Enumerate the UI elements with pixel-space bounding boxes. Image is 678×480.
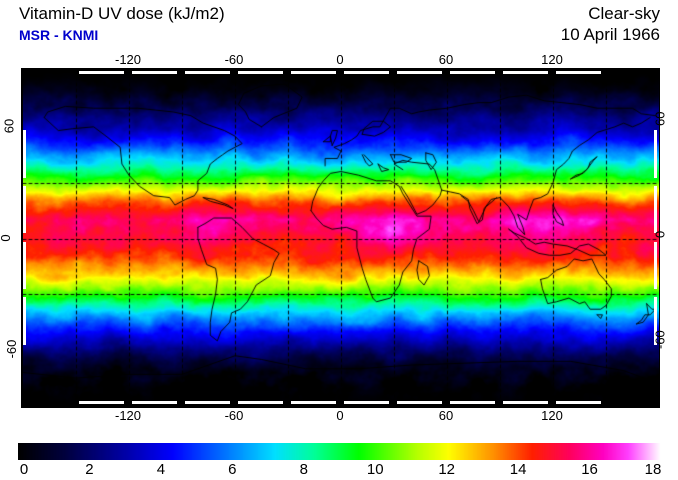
colorbar-tick-label: 4 [156,461,166,478]
colorbar-tick-label: 14 [509,461,527,478]
x-tick-label-bottom: 60 [438,408,454,423]
uv-dose-heatmap [23,71,659,406]
axis-tick-bottom [185,401,230,404]
sky-condition-label: Clear-sky [588,4,660,23]
colorbar-tick-label: 10 [366,461,384,478]
x-tick-label-bottom: 120 [541,408,563,423]
axis-tick-bottom [132,401,177,404]
colorbar-tick-label: 2 [85,461,94,478]
colorbar-tick-label: 12 [438,461,455,478]
page-title: Vitamin-D UV dose (kJ/m2) [19,4,225,23]
x-tick-label-top: -60 [224,52,244,67]
axis-line-top [22,68,660,70]
colorbar-tick-labels: 0 2 4 6 8 10 12 14 16 18 [0,461,678,480]
axis-tick-top [397,71,442,74]
x-tick-label-top: -120 [114,52,142,67]
axis-tick-right [654,297,657,346]
axis-tick-top [79,71,124,74]
colorbar-tick-label: 8 [299,461,308,478]
x-tick-label-bottom: -120 [114,408,142,423]
y-tick-label-left: 60 [1,118,17,134]
colorbar-tick-label: 16 [581,461,598,478]
y-tick-label-right: 60 [652,111,668,126]
axis-tick-bottom [503,401,548,404]
axis-tick-left [23,297,26,346]
x-tick-label-top: 0 [336,52,344,67]
axis-tick-top [291,71,336,74]
colorbar-tick-label: 6 [228,461,237,478]
x-tick-label-bottom: -60 [224,408,244,423]
axis-tick-right [654,185,657,234]
y-tick-label-right: -60 [652,330,668,350]
axis-tick-top [185,71,230,74]
colorbar-tick-label: 18 [644,461,662,478]
axis-tick-right [654,129,657,178]
axis-tick-left [23,185,26,234]
axis-tick-bottom [238,401,283,404]
axis-tick-top [132,71,177,74]
y-tick-label-left: -60 [3,339,19,359]
date-label: 10 April 1966 [560,25,660,44]
axis-tick-top [556,71,601,74]
colorbar [18,443,661,460]
axis-tick-bottom [397,401,442,404]
x-tick-label-top: 120 [541,52,563,67]
data-source-label: MSR - KNMI [19,27,99,43]
axis-line-bottom [22,406,660,408]
axis-tick-top [238,71,283,74]
axis-tick-bottom [79,401,124,404]
axis-tick-bottom [344,401,389,404]
map-plot-area [22,70,660,407]
colorbar-tick-label: 0 [19,461,29,478]
axis-tick-right [654,241,657,290]
axis-tick-left [23,241,26,290]
y-tick-label-right: 0 [652,230,668,238]
y-tick-label-left: 0 [0,234,13,241]
axis-tick-bottom [450,401,495,404]
axis-tick-left [23,129,26,178]
axis-tick-top [450,71,495,74]
axis-tick-top [503,71,548,74]
x-tick-label-bottom: 0 [336,408,344,423]
axis-tick-top [344,71,389,74]
axis-tick-bottom [291,401,336,404]
axis-tick-bottom [556,401,601,404]
x-tick-label-top: 60 [438,52,454,67]
